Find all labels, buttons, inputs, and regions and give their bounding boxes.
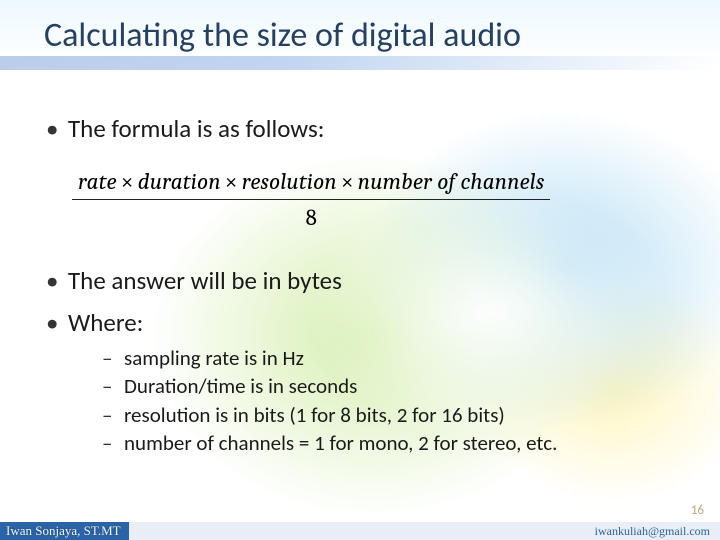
times-icon: × bbox=[337, 168, 358, 195]
slide-body: The formula is as follows: rate×duration… bbox=[44, 113, 676, 457]
footer-bar: Iwan Sonjaya, ST.MT iwankuliah@gmail.com bbox=[0, 522, 720, 540]
formula-numerator: rate×duration×resolution×number of chann… bbox=[72, 168, 550, 200]
bullet-text: Where: bbox=[68, 307, 143, 338]
formula: rate×duration×resolution×number of chann… bbox=[72, 168, 676, 231]
sub-bullet-item: number of channels = 1 for mono, 2 for s… bbox=[102, 429, 676, 457]
bullet-text: The answer will be in bytes bbox=[68, 265, 342, 296]
bullet-item: The answer will be in bytes bbox=[44, 265, 676, 296]
footer-author: Iwan Sonjaya, ST.MT bbox=[0, 522, 129, 540]
page-number: 16 bbox=[691, 503, 704, 518]
formula-denominator: 8 bbox=[72, 200, 550, 231]
bullet-item: The formula is as follows: bbox=[44, 113, 676, 144]
sub-bullet-text: Duration/time is in seconds bbox=[124, 373, 357, 399]
bullet-list: The answer will be in bytes Where: sampl… bbox=[44, 265, 676, 457]
times-icon: × bbox=[221, 168, 242, 195]
bullet-item: Where: sampling rate is in Hz Duration/t… bbox=[44, 307, 676, 458]
sub-bullet-text: sampling rate is in Hz bbox=[124, 345, 304, 371]
formula-term: rate bbox=[78, 168, 117, 195]
sub-bullet-list: sampling rate is in Hz Duration/time is … bbox=[102, 344, 676, 457]
times-icon: × bbox=[117, 168, 138, 195]
sub-bullet-item: sampling rate is in Hz bbox=[102, 344, 676, 372]
footer-email: iwankuliah@gmail.com bbox=[595, 524, 710, 539]
bullet-list: The formula is as follows: bbox=[44, 113, 676, 144]
sub-bullet-item: resolution is in bits (1 for 8 bits, 2 f… bbox=[102, 401, 676, 429]
slide-title: Calculating the size of digital audio bbox=[44, 16, 676, 55]
bullet-text: The formula is as follows: bbox=[68, 113, 324, 144]
formula-term: resolution bbox=[242, 168, 337, 195]
formula-term: duration bbox=[138, 168, 221, 195]
sub-bullet-item: Duration/time is in seconds bbox=[102, 372, 676, 400]
sub-bullet-text: number of channels = 1 for mono, 2 for s… bbox=[124, 430, 557, 456]
sub-bullet-text: resolution is in bits (1 for 8 bits, 2 f… bbox=[124, 402, 505, 428]
formula-term: number of channels bbox=[358, 168, 545, 195]
slide: Calculating the size of digital audio Th… bbox=[0, 0, 720, 540]
